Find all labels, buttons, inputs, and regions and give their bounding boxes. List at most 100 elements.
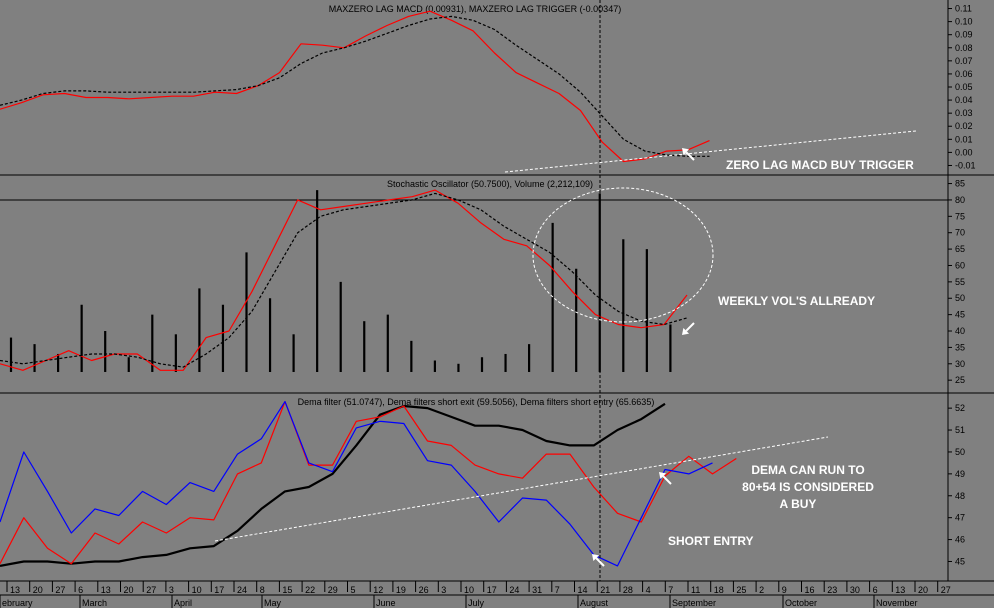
annotation-zero-lag-macd-buy-trigger: ZERO LAG MACD BUY TRIGGER — [726, 158, 914, 172]
x-tick-label: 30 — [850, 585, 860, 595]
arrow-icon — [591, 553, 605, 567]
dema-y-axis: 52 51 50 49 48 47 46 45 — [948, 403, 965, 566]
x-tick-label: 20 — [918, 585, 928, 595]
x-tick-label: 24 — [237, 585, 247, 595]
y-tick-label: 40 — [955, 326, 965, 336]
x-tick-label: 27 — [55, 585, 65, 595]
y-tick-label: 75 — [955, 211, 965, 221]
y-tick-label: 30 — [955, 359, 965, 369]
month-label: July — [468, 598, 485, 608]
volume-highlight-ellipse — [532, 187, 714, 323]
x-tick-label: 16 — [805, 585, 815, 595]
x-tick-label: 3 — [441, 585, 446, 595]
annotation-80-54-is-considered: 80+54 IS CONSIDERED — [742, 480, 874, 494]
y-tick-label: 50 — [955, 293, 965, 303]
macd-panel-title: MAXZERO LAG MACD (0.00931), MAXZERO LAG … — [329, 4, 621, 14]
arrow-icon — [681, 322, 695, 336]
arrow-icon — [681, 147, 695, 161]
x-tick-label: 19 — [396, 585, 406, 595]
annotation-weekly-vols-allready: WEEKLY VOL'S ALLREADY — [718, 294, 875, 308]
annotation-short-entry: SHORT ENTRY — [668, 534, 754, 548]
annotation-a-buy: A BUY — [780, 497, 817, 511]
month-label: September — [672, 598, 716, 608]
y-tick-label: 0.09 — [955, 30, 973, 40]
x-tick-label: 18 — [714, 585, 724, 595]
x-tick-label: 7 — [668, 585, 673, 595]
y-tick-label: 0.00 — [955, 147, 973, 157]
stochastic-panel: Stochastic Oscillator (50.7500), Volume … — [0, 179, 965, 385]
x-tick-label: 24 — [509, 585, 519, 595]
x-tick-label: 26 — [419, 585, 429, 595]
y-tick-label: 25 — [955, 375, 965, 385]
month-label: ebruary — [2, 598, 33, 608]
y-tick-label: 0.03 — [955, 108, 973, 118]
y-tick-label: 48 — [955, 491, 965, 501]
month-label: April — [174, 598, 192, 608]
arrow-icon — [658, 471, 672, 485]
y-tick-label: 45 — [955, 556, 965, 566]
macd-panel: MAXZERO LAG MACD (0.00931), MAXZERO LAG … — [0, 4, 976, 172]
x-tick-label: 22 — [305, 585, 315, 595]
y-tick-label: 70 — [955, 228, 965, 238]
month-label: November — [876, 598, 918, 608]
x-tick-label: 3 — [169, 585, 174, 595]
x-tick-label: 25 — [736, 585, 746, 595]
dema-panel-title: Dema filter (51.0747), Dema filters shor… — [298, 397, 655, 407]
y-tick-label: 49 — [955, 469, 965, 479]
x-tick-label: 14 — [578, 585, 588, 595]
x-tick-label: 28 — [623, 585, 633, 595]
x-tick-label: 10 — [192, 585, 202, 595]
x-tick-label: 27 — [146, 585, 156, 595]
month-label: May — [264, 598, 282, 608]
dema-trend-line — [214, 436, 829, 542]
x-tick-label: 5 — [351, 585, 356, 595]
y-tick-label: 51 — [955, 425, 965, 435]
macd-lines — [0, 10, 710, 163]
x-tick-label: 6 — [78, 585, 83, 595]
x-tick-label: 17 — [214, 585, 224, 595]
y-tick-label: 46 — [955, 535, 965, 545]
month-label: June — [376, 598, 396, 608]
y-tick-label: 0.11 — [955, 4, 972, 14]
x-axis: 13 20 27 6 13 20 27 3 10 17 24 8 15 22 29 5 12 19 26 3 10 17 2… — [0, 581, 994, 608]
x-tick-label: 29 — [328, 585, 338, 595]
x-tick-label: 23 — [827, 585, 837, 595]
y-tick-label: 0.08 — [955, 43, 973, 53]
stochastic-panel-title: Stochastic Oscillator (50.7500), Volume … — [387, 179, 593, 189]
x-tick-label: 7 — [555, 585, 560, 595]
x-tick-label: 27 — [941, 585, 951, 595]
y-tick-label: 52 — [955, 403, 965, 413]
y-tick-label: 0.06 — [955, 69, 973, 79]
x-tick-label: 12 — [373, 585, 383, 595]
stochastic-lines — [0, 189, 688, 371]
x-tick-label: 15 — [282, 585, 292, 595]
series-line — [0, 10, 710, 163]
y-tick-label: 0.02 — [955, 121, 973, 131]
y-tick-label: 35 — [955, 342, 965, 352]
x-tick-label: 8 — [260, 585, 265, 595]
month-label: March — [82, 598, 107, 608]
y-tick-label: 45 — [955, 310, 965, 320]
x-tick-label: 13 — [895, 585, 905, 595]
x-tick-label: 17 — [487, 585, 497, 595]
month-label: August — [580, 598, 609, 608]
x-tick-label: 20 — [124, 585, 134, 595]
macd-trend-line — [504, 130, 917, 173]
x-tick-label: 4 — [646, 585, 651, 595]
y-tick-label: 65 — [955, 244, 965, 254]
x-tick-label: 20 — [33, 585, 43, 595]
x-tick-label: 13 — [10, 585, 20, 595]
y-tick-label: 0.01 — [955, 134, 973, 144]
y-tick-label: 0.07 — [955, 56, 973, 66]
y-tick-label: 0.10 — [955, 17, 973, 27]
x-tick-label: 10 — [464, 585, 474, 595]
y-tick-label: 60 — [955, 260, 965, 270]
y-tick-label: 80 — [955, 195, 965, 205]
macd-y-axis: 0.11 0.10 0.09 0.08 0.07 0.06 0.05 0.04 0.03 0.02… — [948, 4, 976, 170]
series-line — [0, 402, 666, 567]
x-tick-label: 6 — [873, 585, 878, 595]
x-tick-label: 11 — [691, 585, 700, 595]
month-label: October — [785, 598, 817, 608]
series-line — [0, 15, 710, 157]
